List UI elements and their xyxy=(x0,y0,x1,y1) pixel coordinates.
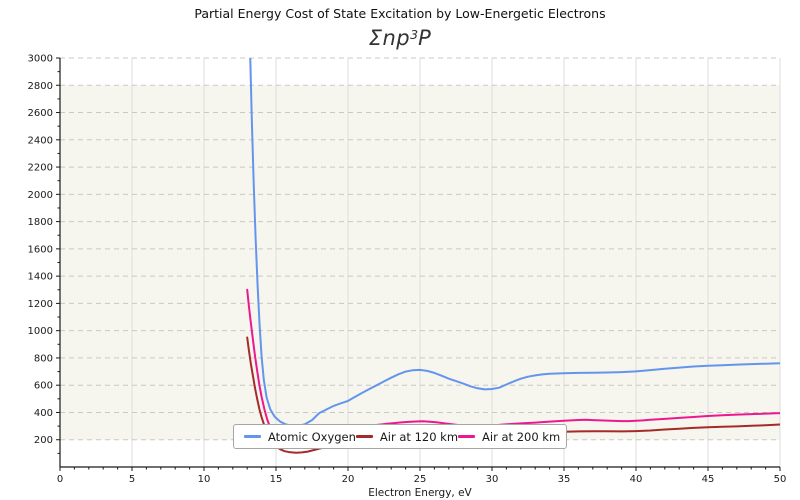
y-tick-label: 200 xyxy=(34,435,53,446)
x-tick-label: 20 xyxy=(342,474,355,485)
legend-label: Atomic Oxygen xyxy=(268,429,356,444)
subtitle-tail: P xyxy=(418,26,432,50)
chart-title: Partial Energy Cost of State Excitation … xyxy=(194,6,606,21)
legend-swatch-air-200km-icon xyxy=(458,435,476,438)
y-tick-label: 2800 xyxy=(28,81,53,92)
y-tick-label: 1800 xyxy=(28,217,53,228)
y-tick-label: 2600 xyxy=(28,108,53,119)
legend-item-air-200km: Air at 200 km xyxy=(458,430,560,444)
legend-label: Air at 200 km xyxy=(482,429,561,444)
legend-item-atomic-oxygen: Atomic Oxygen xyxy=(244,430,356,444)
y-tick-label: 1600 xyxy=(28,244,53,255)
legend-swatch-air-120km-icon xyxy=(355,435,373,438)
y-tick-label: 1200 xyxy=(28,299,53,310)
y-tick-label: 600 xyxy=(34,381,53,392)
legend: Atomic Oxygen Air at 120 km Air at 200 k… xyxy=(233,424,567,449)
axis-ticks xyxy=(56,57,781,471)
x-axis-label: Electron Energy, eV xyxy=(368,487,472,499)
vertical-gridlines xyxy=(131,58,781,467)
legend-label: Air at 120 km xyxy=(379,429,459,444)
x-tick-label: 45 xyxy=(702,474,715,485)
y-tick-label: 800 xyxy=(34,353,53,364)
y-tick-label: 1400 xyxy=(28,272,53,283)
subtitle-base: Σnp xyxy=(368,26,411,50)
x-tick-label: 35 xyxy=(558,474,571,485)
legend-item-air-120km: Air at 120 km xyxy=(355,429,459,444)
legend-swatch-atomic-oxygen-icon xyxy=(244,435,261,438)
y-tick-label: 400 xyxy=(34,408,53,419)
x-tick-label: 0 xyxy=(57,474,63,485)
x-tick-label: 10 xyxy=(198,474,211,485)
chart-subtitle: Σnp3P xyxy=(0,26,800,50)
x-tick-label: 40 xyxy=(630,474,643,485)
x-tick-label: 5 xyxy=(129,474,135,485)
x-tick-label: 15 xyxy=(270,474,283,485)
y-tick-label: 3000 xyxy=(28,54,53,65)
y-tick-label: 1000 xyxy=(28,326,53,337)
x-tick-label: 25 xyxy=(414,474,427,485)
y-tick-label: 2200 xyxy=(28,163,53,174)
subtitle-superscript: 3 xyxy=(410,27,419,42)
series-line-atomic-oxygen xyxy=(249,58,780,427)
y-tick-label: 2000 xyxy=(28,190,53,201)
y-tick-label: 2400 xyxy=(28,135,53,146)
x-tick-label: 30 xyxy=(486,474,499,485)
x-tick-label: 50 xyxy=(774,474,787,485)
